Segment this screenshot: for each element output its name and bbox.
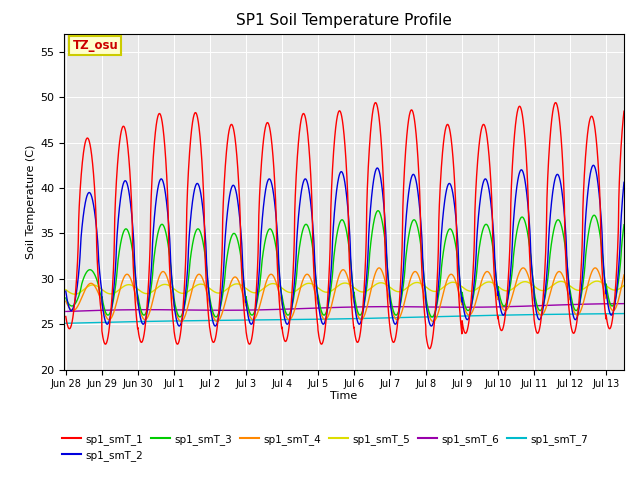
sp1_smT_4 [276, 294, 284, 300]
sp1_smT_7 [300, 317, 308, 323]
sp1_smT_7 [609, 311, 617, 317]
Text: TZ_osu: TZ_osu [72, 39, 118, 52]
sp1_smT_1 [125, 163, 133, 169]
sp1_smT_4 [549, 280, 557, 286]
sp1_smT_5 [62, 287, 70, 293]
Y-axis label: Soil Temperature (C): Soil Temperature (C) [26, 144, 36, 259]
sp1_smT_5 [593, 278, 601, 284]
sp1_smT_2 [549, 187, 557, 192]
sp1_smT_5 [300, 282, 308, 288]
sp1_smT_5 [159, 282, 166, 288]
sp1_smT_3 [374, 208, 382, 214]
sp1_smT_5 [276, 284, 284, 289]
Line: sp1_smT_5: sp1_smT_5 [66, 281, 624, 294]
sp1_smT_6 [159, 307, 166, 312]
sp1_smT_5 [549, 282, 557, 288]
X-axis label: Time: Time [330, 391, 358, 401]
sp1_smT_5 [609, 287, 617, 293]
sp1_smT_3 [276, 280, 284, 286]
sp1_smT_1 [620, 108, 628, 114]
sp1_smT_4 [62, 298, 70, 304]
sp1_smT_6 [609, 301, 617, 307]
Line: sp1_smT_7: sp1_smT_7 [66, 313, 624, 324]
sp1_smT_4 [300, 274, 308, 280]
sp1_smT_5 [71, 291, 79, 297]
sp1_smT_3 [620, 222, 628, 228]
sp1_smT_6 [276, 306, 284, 312]
sp1_smT_6 [300, 306, 308, 312]
sp1_smT_2 [589, 162, 597, 168]
sp1_smT_3 [300, 223, 308, 229]
sp1_smT_6 [125, 307, 133, 312]
Line: sp1_smT_2: sp1_smT_2 [66, 165, 624, 326]
sp1_smT_6 [62, 309, 70, 314]
sp1_smT_3 [62, 295, 70, 301]
sp1_smT_4 [125, 274, 133, 279]
sp1_smT_3 [549, 229, 557, 235]
Line: sp1_smT_3: sp1_smT_3 [66, 211, 624, 317]
sp1_smT_7 [620, 311, 628, 316]
sp1_smT_1 [276, 306, 284, 312]
sp1_smT_4 [159, 269, 166, 275]
sp1_smT_3 [159, 222, 166, 228]
sp1_smT_1 [426, 346, 433, 351]
sp1_smT_2 [276, 278, 284, 284]
sp1_smT_1 [159, 122, 166, 128]
Title: SP1 Soil Temperature Profile: SP1 Soil Temperature Profile [236, 13, 452, 28]
sp1_smT_6 [620, 301, 628, 307]
sp1_smT_2 [620, 180, 628, 185]
sp1_smT_7 [159, 318, 166, 324]
Line: sp1_smT_4: sp1_smT_4 [66, 268, 624, 322]
sp1_smT_1 [300, 111, 308, 117]
sp1_smT_4 [620, 272, 628, 278]
sp1_smT_3 [609, 302, 617, 308]
Legend: sp1_smT_1, sp1_smT_2, sp1_smT_3, sp1_smT_4, sp1_smT_5, sp1_smT_6, sp1_smT_7: sp1_smT_1, sp1_smT_2, sp1_smT_3, sp1_smT… [58, 430, 592, 465]
Line: sp1_smT_1: sp1_smT_1 [66, 103, 624, 348]
sp1_smT_4 [591, 265, 599, 271]
sp1_smT_1 [62, 313, 70, 319]
sp1_smT_6 [549, 302, 557, 308]
sp1_smT_5 [620, 283, 628, 288]
sp1_smT_1 [549, 106, 557, 111]
sp1_smT_4 [609, 308, 617, 313]
sp1_smT_4 [177, 319, 185, 324]
sp1_smT_3 [212, 314, 220, 320]
sp1_smT_2 [125, 192, 133, 198]
sp1_smT_2 [211, 323, 219, 329]
sp1_smT_2 [300, 177, 308, 183]
sp1_smT_1 [372, 100, 380, 106]
sp1_smT_7 [62, 321, 70, 326]
sp1_smT_2 [159, 178, 166, 183]
Line: sp1_smT_6: sp1_smT_6 [66, 304, 624, 312]
sp1_smT_7 [276, 317, 284, 323]
sp1_smT_3 [125, 232, 133, 238]
sp1_smT_7 [125, 319, 133, 324]
sp1_smT_2 [609, 309, 617, 314]
sp1_smT_1 [609, 309, 617, 315]
sp1_smT_5 [126, 282, 134, 288]
sp1_smT_7 [549, 312, 557, 317]
sp1_smT_2 [62, 288, 70, 294]
